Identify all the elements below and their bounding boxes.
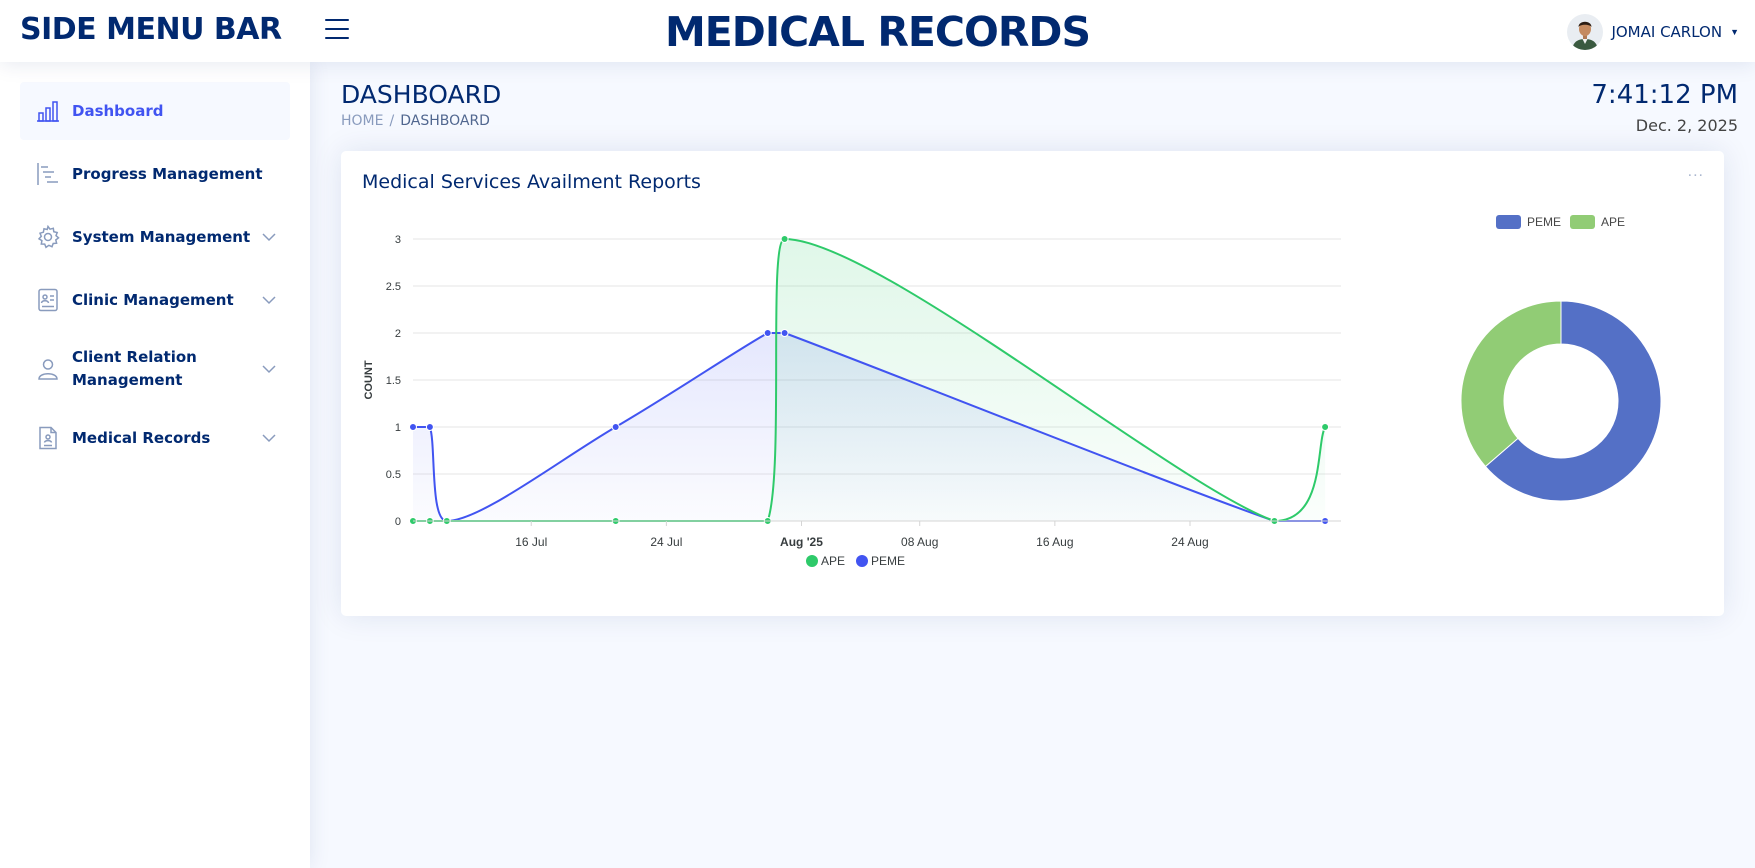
bar-chart-icon [36,99,60,123]
chevron-down-icon[interactable] [262,432,276,444]
legend-marker [806,555,818,567]
peme-slice [1484,300,1662,502]
y-tick-label: 0.5 [386,469,401,481]
legend-swatch [1496,215,1521,229]
avatar [1567,14,1604,50]
page-title: DASHBOARD [341,80,502,109]
y-tick-label: 2.5 [386,281,401,293]
clock-date: Dec. 2, 2025 [1635,116,1738,135]
y-tick-label: 1.5 [386,375,401,387]
sidebar-item-clinic-management[interactable]: Clinic Management [20,271,290,329]
sidebar-item-label: System Management [72,227,251,246]
page-title-block: DASHBOARD HOME / DASHBOARD [341,80,501,129]
person-icon [36,357,60,381]
clinic-card-icon [36,288,60,312]
sidebar-item-medical-records[interactable]: Medical Records [20,409,290,467]
peme-data-point [425,423,434,431]
x-tick-label: Aug '25 [780,535,823,549]
sidebar-item-label: Clinic Management [72,290,234,309]
ape-slice [1460,300,1562,468]
legend-label: APE [821,554,845,568]
sidebar-item-label: Dashboard [72,101,164,120]
y-tick-label: 2 [395,328,401,340]
sidebar-item-label: Progress Management [72,164,263,183]
legend-label: PEME [1527,215,1561,229]
gear-icon [36,225,60,249]
breadcrumb-home-link[interactable]: HOME [341,113,384,129]
ape-area [413,239,1326,521]
y-axis-label: COUNT [363,360,375,399]
peme-data-point [409,423,417,431]
sidebar-item-progress-management[interactable]: Progress Management [20,145,290,203]
user-menu[interactable]: JOMAI CARLON ▼ [1567,14,1739,50]
availment-area-chart: 0 0.5 1 1.5 2 2.5 3 16 Jul 24 Jul Aug '25 08 Aug 16… [363,234,1341,568]
peme-data-point [780,329,789,337]
more-options-icon[interactable]: ... [1687,163,1704,180]
clock: 7:41:12 PM Dec. 2, 2025 [1591,80,1738,135]
brand-logo[interactable]: SIDE MENU BAR [20,12,282,47]
chevron-down-icon[interactable] [262,231,276,243]
top-header: SIDE MENU BAR MEDICAL RECORDS JOMAI CARL… [0,0,1755,62]
y-tick-label: 3 [395,234,401,246]
peme-series-line [413,332,1326,523]
x-tick-label: 24 Aug [1171,535,1208,549]
y-tick-label: 0 [395,516,401,528]
peme-data-point [611,423,620,431]
sidebar-item-label: Medical Records [72,428,211,447]
progress-list-icon [36,162,60,186]
legend-label: APE [1601,215,1625,229]
y-tick-label: 1 [395,422,401,434]
clock-time: 7:41:12 PM [1591,80,1738,110]
legend-label: PEME [871,554,905,568]
breadcrumb-current: DASHBOARD [400,113,490,129]
x-tick-label: 08 Aug [901,535,938,549]
breadcrumb-separator: / [389,113,395,129]
ape-data-point [1321,423,1330,431]
legend-swatch [1570,215,1595,229]
document-icon [36,426,60,450]
chevron-down-icon[interactable] [262,294,276,306]
sidebar-item-system-management[interactable]: System Management [20,208,290,266]
sidebar-item-label: Client Relation Management [72,348,197,389]
legend-marker [856,555,868,567]
breadcrumb: HOME / DASHBOARD [341,113,501,129]
menu-toggle-icon[interactable] [325,19,349,41]
ape-data-point [780,235,789,243]
sidebar-item-dashboard[interactable]: Dashboard [20,82,290,140]
peme-data-point [763,329,772,337]
x-tick-label: 16 Aug [1036,535,1073,549]
caret-down-icon: ▼ [1730,27,1739,37]
availment-donut-chart: PEME APE [1460,215,1662,502]
x-tick-label: 16 Jul [515,535,547,549]
sidebar-item-client-relation-management[interactable]: Client Relation Management [20,334,290,404]
user-name: JOMAI CARLON [1611,23,1723,41]
chevron-down-icon[interactable] [262,363,276,375]
x-tick-label: 24 Jul [650,535,682,549]
sidebar: Dashboard Progress Management System Man… [0,62,310,868]
reports-card: Medical Services Availment Reports ... 0… [341,151,1724,616]
card-title: Medical Services Availment Reports [362,171,701,193]
